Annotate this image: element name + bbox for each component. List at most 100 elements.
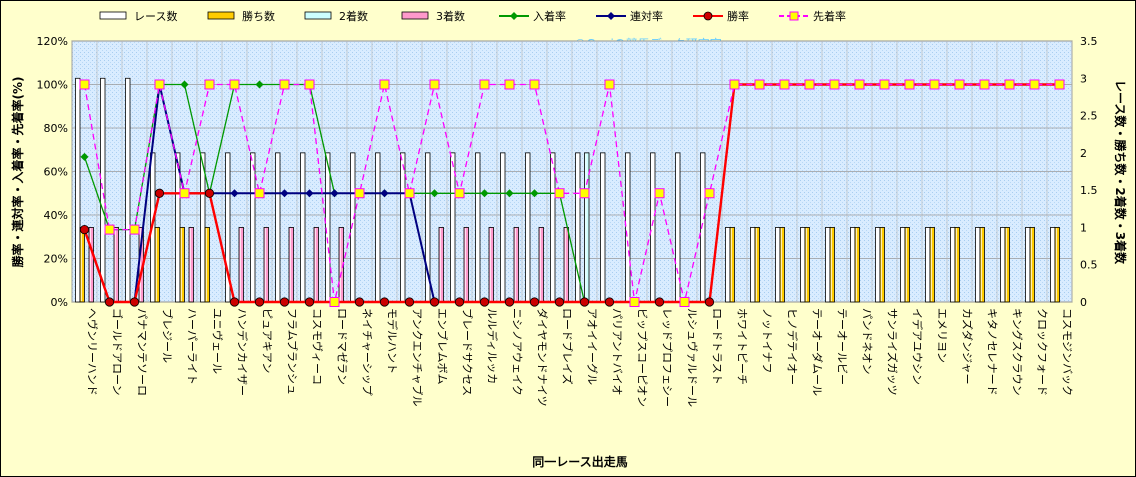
bar-highlight (576, 153, 578, 302)
bar (979, 227, 985, 303)
bar-fill (500, 152, 506, 303)
bar (75, 77, 81, 303)
bar-highlight (855, 228, 857, 302)
bar-fill (275, 152, 281, 303)
legend-marker (510, 12, 518, 20)
y-tick-left: 0% (51, 296, 68, 309)
category-label: キングスクラウン (1011, 308, 1025, 396)
legend-item: 3着数 (401, 9, 465, 23)
legend-marker (789, 11, 799, 21)
bar-fill (729, 227, 735, 303)
bar (238, 227, 244, 303)
bar-highlight (880, 228, 882, 302)
point-marker (604, 79, 615, 90)
point-marker (104, 297, 115, 307)
point-marker (379, 297, 390, 307)
bar-highlight (114, 228, 116, 302)
category-label: キタノセレナード (986, 308, 999, 396)
bar-fill (225, 152, 231, 303)
bar-highlight (826, 228, 828, 302)
bar-fill (979, 227, 985, 303)
bar-fill (800, 227, 806, 303)
bar-fill (88, 227, 94, 303)
point-marker (129, 297, 140, 307)
bar-fill (113, 227, 119, 303)
legend-label: 連対率 (630, 9, 663, 23)
bar (779, 227, 785, 303)
bar-fill (488, 227, 494, 303)
bar-highlight (1030, 228, 1032, 302)
bar (438, 227, 444, 303)
bar (600, 152, 606, 303)
point-marker (729, 79, 740, 90)
point-marker (979, 79, 990, 90)
bar-fill (950, 227, 956, 303)
bar-fill (600, 152, 606, 303)
bar (188, 227, 194, 303)
point-marker (530, 189, 539, 198)
bar-fill (725, 227, 731, 303)
category-label: ノットイナフ (761, 308, 774, 374)
bar-highlight (539, 228, 541, 302)
point-marker (929, 79, 940, 90)
bar (563, 227, 569, 303)
bar (825, 227, 831, 303)
bar (500, 152, 506, 303)
point-marker (1029, 79, 1040, 90)
bar (113, 227, 119, 303)
point-marker (1004, 79, 1015, 90)
bar-fill (400, 152, 406, 303)
y-tick-right: 3 (1080, 72, 1087, 85)
point-marker (454, 297, 465, 307)
bar-highlight (830, 228, 832, 302)
bar-fill (325, 152, 331, 303)
category-label: コスモヴィーコ (311, 308, 325, 385)
bar-highlight (426, 153, 428, 302)
point-marker (254, 188, 265, 199)
point-marker (154, 79, 165, 90)
y-tick-right: 2 (1080, 147, 1087, 160)
point-marker (104, 224, 115, 235)
bar (125, 77, 131, 303)
point-marker (604, 297, 615, 307)
bar-fill (850, 227, 856, 303)
bar (1054, 227, 1060, 303)
bar-highlight (905, 228, 907, 302)
category-label: ヒノデテイオー (786, 308, 800, 385)
y-tick-right: 0.5 (1080, 259, 1098, 272)
bar-fill (1025, 227, 1031, 303)
point-marker (479, 297, 490, 307)
bar (954, 227, 960, 303)
point-marker (304, 79, 315, 90)
category-label: レッドプロフェシー (661, 308, 674, 407)
bar-highlight (980, 228, 982, 302)
point-marker (180, 80, 189, 89)
bar-highlight (901, 228, 903, 302)
bar-highlight (401, 153, 403, 302)
bar-highlight (651, 153, 653, 302)
bar-highlight (751, 228, 753, 302)
category-label: テーオールビー (836, 308, 849, 385)
bar (829, 227, 835, 303)
bar-fill (750, 227, 756, 303)
bar-highlight (976, 228, 978, 302)
bar-highlight (189, 228, 191, 302)
bar (463, 227, 469, 303)
bar-highlight (1001, 228, 1003, 302)
bar (450, 152, 456, 303)
category-label: ニシノアウェイク (511, 308, 524, 396)
category-label: ロードブレイズ (561, 308, 575, 385)
bar-fill (925, 227, 931, 303)
point-marker (154, 188, 165, 198)
category-label: ブレジール (161, 308, 175, 363)
point-marker (704, 188, 715, 199)
legend-label: 2着数 (339, 9, 368, 23)
point-marker (80, 152, 89, 161)
point-marker (404, 188, 415, 199)
bar (725, 227, 731, 303)
point-marker (429, 79, 440, 90)
bar-fill (904, 227, 910, 303)
bar-fill (1000, 227, 1006, 303)
y-tick-right: 0 (1080, 296, 1087, 309)
legend-item: 入着率 (499, 9, 566, 23)
